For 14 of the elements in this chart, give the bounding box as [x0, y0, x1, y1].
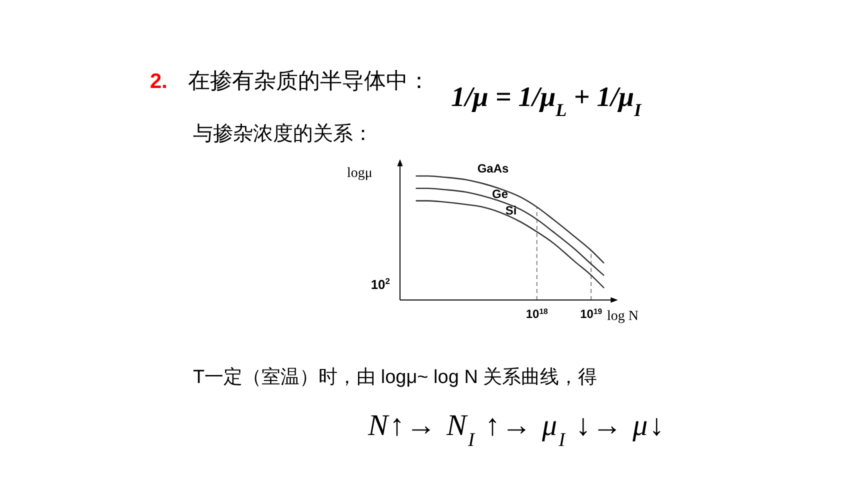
x-tick-label: 10$^{18}$ [526, 306, 549, 321]
text: 1/μ = 1/μ$_{L}$ + 1/μ$_{I}$ [451, 82, 642, 120]
text: T一定（室温）时，由 logμ~ log N 关系曲线，得 [193, 366, 598, 388]
text: N↑→ N$_{I}$ ↑→ μ$_{I}$ ↓→ μ↓ [367, 409, 666, 450]
chart-subtitle: 与掺杂浓度的关系： [193, 123, 373, 145]
x-axis-title: log N [607, 309, 638, 324]
chart-title: 在掺有杂质的半导体中： [188, 68, 430, 93]
series-label: Ge [492, 187, 508, 202]
x-tick-label: 10$^{19}$ [580, 306, 603, 321]
series-label: GaAs [477, 162, 509, 176]
y-axis-title: logμ [347, 166, 372, 181]
text: 10$^{2}$ [370, 276, 390, 292]
series-label: Si [505, 204, 517, 218]
text: 2. [150, 70, 168, 93]
